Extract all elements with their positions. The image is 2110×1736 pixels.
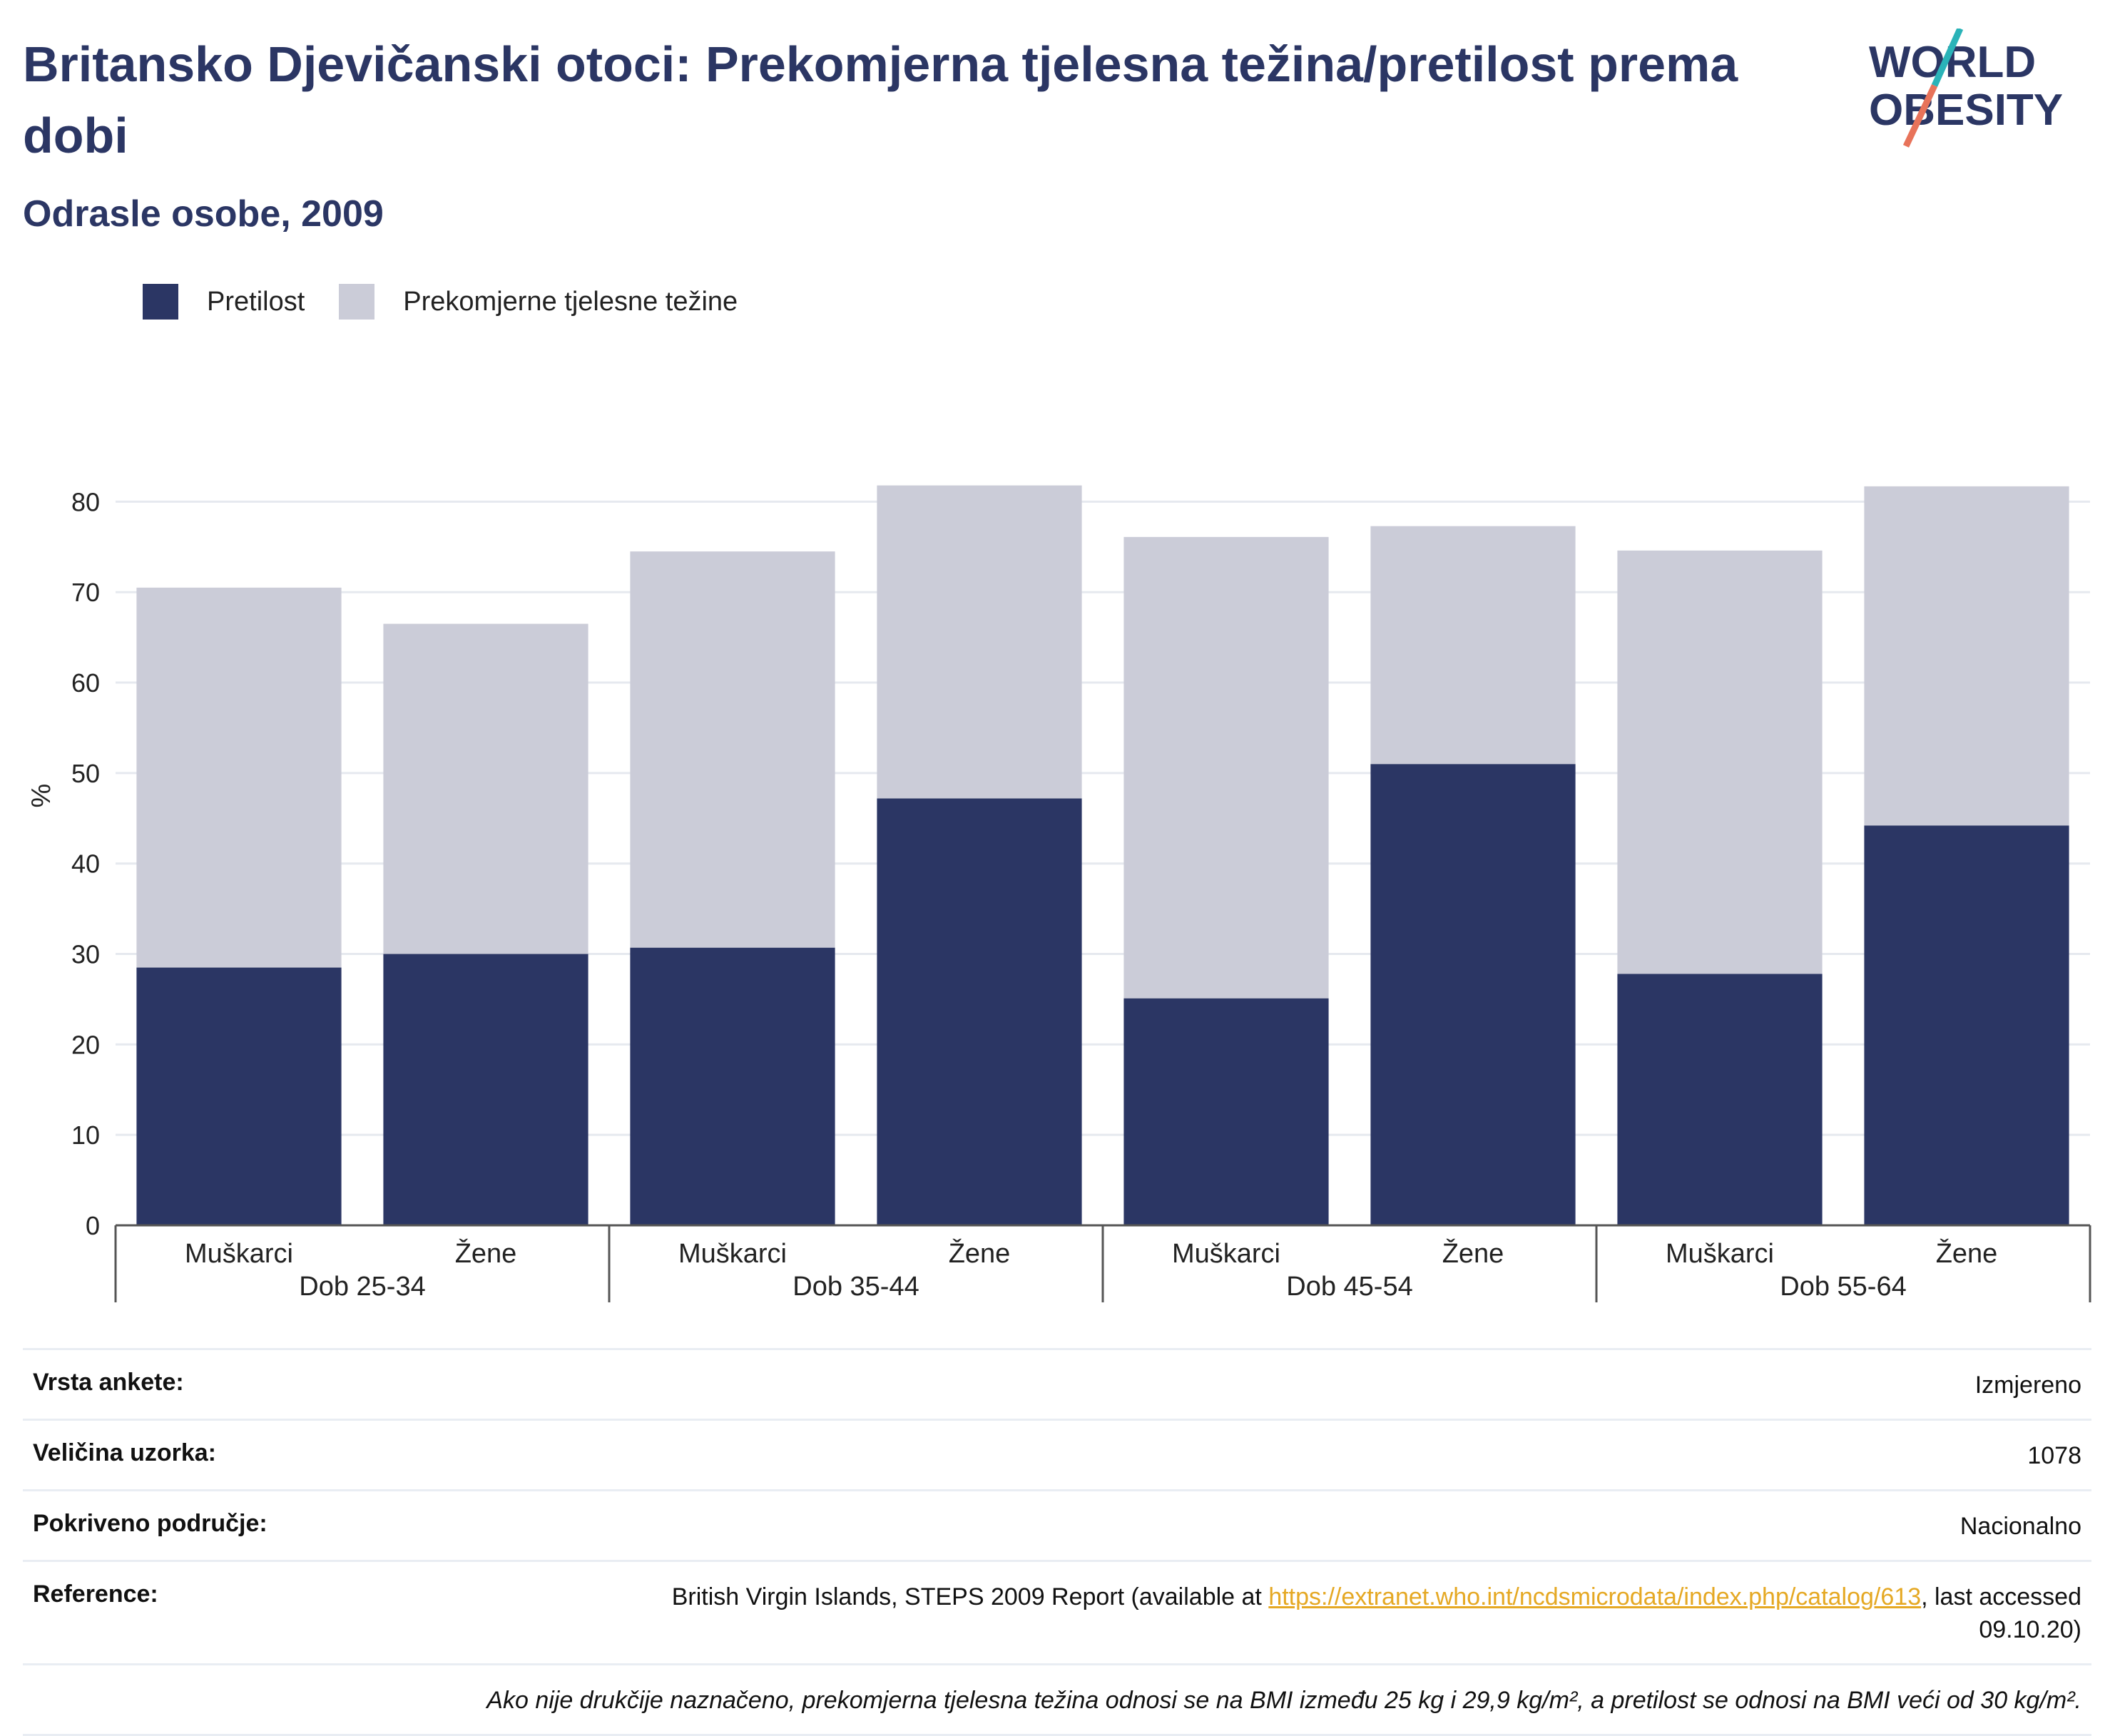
- bar-overweight: [1370, 526, 1576, 765]
- y-tick-label: 40: [71, 849, 100, 879]
- y-tick-label: 80: [71, 487, 100, 516]
- bar-obesity: [1864, 825, 2069, 1225]
- y-tick-label: 30: [71, 940, 100, 969]
- x-tick-label: Muškarci: [1172, 1239, 1280, 1269]
- x-tick-label: Žene: [949, 1238, 1011, 1269]
- info-value: 1078: [2027, 1442, 2081, 1469]
- survey-info-table: Vrsta ankete: Izmjereno Veličina uzorka:…: [23, 1348, 2091, 1736]
- legend-label-obesity: Pretilost: [207, 286, 305, 317]
- world-obesity-logo: WORLD OBESITY: [1855, 27, 2097, 150]
- legend-label-overweight: Prekomjerne tjelesne težine: [403, 286, 738, 317]
- y-tick-label: 60: [71, 668, 100, 698]
- bar-overweight: [383, 623, 588, 954]
- x-group-label: Dob 55-64: [1780, 1272, 1906, 1302]
- bar-obesity: [877, 798, 1082, 1225]
- info-value: Izmjereno: [1974, 1372, 2081, 1399]
- bar-overweight: [1864, 486, 2069, 826]
- logo-line2: OBESITY: [1869, 86, 2063, 135]
- bar-overweight: [877, 485, 1082, 799]
- chart-legend: Pretilost Prekomjerne tjelesne težine: [143, 284, 772, 320]
- bar-obesity: [383, 954, 588, 1225]
- x-tick-label: Muškarci: [678, 1239, 787, 1269]
- info-value: Nacionalno: [1959, 1513, 2081, 1540]
- reference-text: British Virgin Islands, STEPS 2009 Repor…: [619, 1581, 2081, 1646]
- footnote: Ako nije drukčije naznačeno, prekomjerna…: [486, 1687, 2081, 1714]
- x-tick-label: Muškarci: [185, 1239, 293, 1269]
- reference-suffix: , last accessed 09.10.20): [1921, 1583, 2081, 1643]
- info-row-coverage: Pokriveno područje: Nacionalno: [23, 1489, 2091, 1560]
- info-key: Vrsta ankete:: [33, 1369, 184, 1396]
- x-group-label: Dob 45-54: [1286, 1272, 1412, 1302]
- bar-overweight: [630, 551, 835, 948]
- bar-obesity: [1123, 998, 1329, 1225]
- reference-prefix: British Virgin Islands, STEPS 2009 Repor…: [671, 1583, 1269, 1610]
- chart-title: Britansko Djevičanski otoci: Prekomjerna…: [23, 36, 1738, 163]
- info-row-footnote: Ako nije drukčije naznačeno, prekomjerna…: [23, 1663, 2091, 1736]
- info-row-reference: Reference: British Virgin Islands, STEPS…: [23, 1560, 2091, 1663]
- bar-overweight: [1123, 536, 1329, 999]
- x-tick-label: Žene: [455, 1238, 517, 1269]
- logo-slash-coral: [1902, 84, 1938, 148]
- bar-obesity: [1370, 764, 1576, 1225]
- reference-link[interactable]: https://extranet.who.int/ncdsmicrodata/i…: [1268, 1583, 1922, 1610]
- y-tick-label: 10: [71, 1120, 100, 1150]
- legend-swatch-obesity: [143, 284, 178, 320]
- x-tick-label: Žene: [1936, 1238, 1998, 1269]
- x-tick-label: Žene: [1442, 1238, 1504, 1269]
- x-group-label: Dob 35-44: [792, 1272, 919, 1302]
- legend-swatch-overweight: [339, 284, 375, 320]
- x-group-label: Dob 25-34: [299, 1272, 425, 1302]
- info-key: Pokriveno područje:: [33, 1510, 267, 1537]
- legend-item-overweight[interactable]: Prekomjerne tjelesne težine: [339, 284, 738, 320]
- legend-item-obesity[interactable]: Pretilost: [143, 284, 305, 320]
- y-tick-label: 0: [86, 1211, 100, 1240]
- bar-obesity: [1617, 974, 1823, 1225]
- bar-overweight: [136, 587, 342, 968]
- logo-slash-teal: [1931, 27, 1964, 87]
- bar-obesity: [630, 947, 835, 1225]
- y-tick-label: 70: [71, 578, 100, 607]
- info-row-survey-type: Vrsta ankete: Izmjereno: [23, 1348, 2091, 1419]
- stacked-bar-chart: 0 10 20 30 40 50 60 70 80% Muškarci Žene Muškarci Že…: [26, 485, 2091, 1302]
- y-axis-label: %: [26, 784, 56, 808]
- info-key: Veličina uzorka:: [33, 1439, 216, 1466]
- x-tick-label: Muškarci: [1666, 1239, 1774, 1269]
- y-tick-label: 50: [71, 759, 100, 788]
- info-key: Reference:: [33, 1581, 158, 1608]
- info-row-sample-size: Veličina uzorka: 1078: [23, 1419, 2091, 1489]
- bar-overweight: [1617, 550, 1823, 974]
- y-tick-label: 20: [71, 1030, 100, 1059]
- chart-subtitle: Odrasle osobe, 2009: [23, 193, 384, 235]
- bar-obesity: [136, 967, 342, 1225]
